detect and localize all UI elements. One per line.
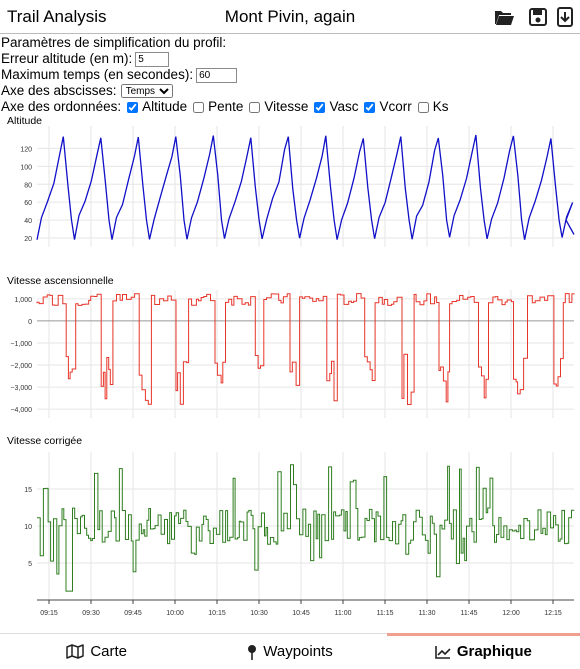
x-axis-label: Axe des abscisses: (1, 83, 117, 98)
title-bar: Trail Analysis Mont Pivin, again (0, 0, 580, 34)
altitude-chart-title: Altitude (7, 115, 43, 127)
tab-waypoints[interactable]: Waypoints (193, 634, 386, 669)
x-tick-label: 11:45 (461, 610, 478, 617)
charts-area: 20 40 60 80 100 120 1,000 0 −1,000 −2,000 −3,000 −4… (10, 126, 575, 617)
x-tick-label: 10:30 (250, 610, 268, 617)
pente-checkbox[interactable] (193, 101, 205, 113)
x-tick-label: 09:45 (124, 610, 142, 617)
y-tick-label: 5 (28, 561, 32, 568)
altitude-error-input[interactable] (135, 51, 170, 67)
save-icon[interactable] (527, 6, 549, 28)
altitude-series-line (36, 134, 575, 240)
pin-icon (247, 644, 257, 660)
pente-checkbox-label: Pente (208, 99, 244, 114)
altitude-checkbox-label: Altitude (142, 99, 188, 114)
vcorr-chart-title: Vitesse corrigée (7, 435, 83, 447)
vitesse-checkbox[interactable] (249, 101, 261, 113)
vcorr-checkbox-label: Vcorr (379, 99, 412, 114)
vitesse-checkbox-label: Vitesse (264, 99, 309, 114)
y-tick-label: 15 (24, 487, 32, 494)
x-tick-label: 09:15 (40, 610, 58, 617)
tab-carte[interactable]: Carte (0, 634, 193, 669)
app-title: Trail Analysis (7, 7, 107, 26)
vasc-series-line (36, 293, 575, 405)
x-tick-label: 11:15 (377, 610, 394, 617)
document-title[interactable]: Mont Pivin, again (224, 7, 356, 26)
y-tick-label: 80 (24, 182, 32, 189)
open-folder-icon[interactable] (493, 6, 515, 28)
vasc-chart-title: Vitesse ascensionnelle (7, 275, 114, 287)
altitude-error-label: Erreur altitude (en m): (1, 51, 133, 66)
x-tick-label: 10:15 (208, 610, 226, 617)
chart-icon (435, 645, 451, 659)
y-tick-label: 120 (20, 146, 32, 153)
bottom-tab-bar: Carte Waypoints Graphique (0, 633, 580, 669)
x-tick-label: 11:30 (419, 610, 436, 617)
download-icon[interactable] (556, 6, 574, 28)
simplification-params: Paramètres de simplification du profil: … (1, 35, 448, 115)
vcorr-series-line (37, 464, 575, 592)
x-tick-label: 10:00 (166, 610, 184, 617)
y-tick-label: 0 (28, 319, 32, 326)
tab-carte-label: Carte (90, 643, 127, 660)
y-tick-label: 20 (24, 236, 32, 243)
vcorr-checkbox[interactable] (364, 101, 376, 113)
tab-waypoints-label: Waypoints (263, 643, 333, 660)
y-tick-label: 1,000 (14, 297, 32, 304)
max-time-label: Maximum temps (en secondes): (1, 67, 194, 82)
vasc-checkbox-label: Vasc (329, 99, 359, 114)
x-axis-select[interactable]: Temps (120, 84, 173, 98)
altitude-checkbox[interactable] (127, 101, 139, 113)
y-tick-label: −1,000 (10, 341, 32, 348)
y-tick-label: 60 (24, 200, 32, 207)
y-tick-label: 40 (24, 218, 32, 225)
tab-graphique-label: Graphique (456, 643, 532, 660)
map-icon (66, 644, 85, 659)
ks-checkbox-label: Ks (432, 99, 449, 114)
y-tick-label: 10 (24, 524, 32, 531)
y-axis-label: Axe des ordonnées: (1, 99, 122, 114)
x-tick-label: 12:00 (502, 610, 520, 617)
x-tick-label: 11:00 (335, 610, 352, 617)
x-tick-label: 12:15 (544, 610, 562, 617)
x-tick-label: 09:30 (82, 610, 100, 617)
max-time-input[interactable] (196, 67, 238, 83)
ks-checkbox[interactable] (417, 101, 429, 113)
params-heading: Paramètres de simplification du profil: (1, 35, 227, 50)
y-tick-label: −2,000 (10, 363, 32, 370)
tab-graphique[interactable]: Graphique (386, 633, 580, 669)
vasc-checkbox[interactable] (314, 101, 326, 113)
y-tick-label: −4,000 (10, 407, 32, 414)
y-tick-label: −3,000 (10, 385, 32, 392)
x-tick-label: 10:45 (292, 610, 310, 617)
y-tick-label: 100 (20, 164, 32, 171)
